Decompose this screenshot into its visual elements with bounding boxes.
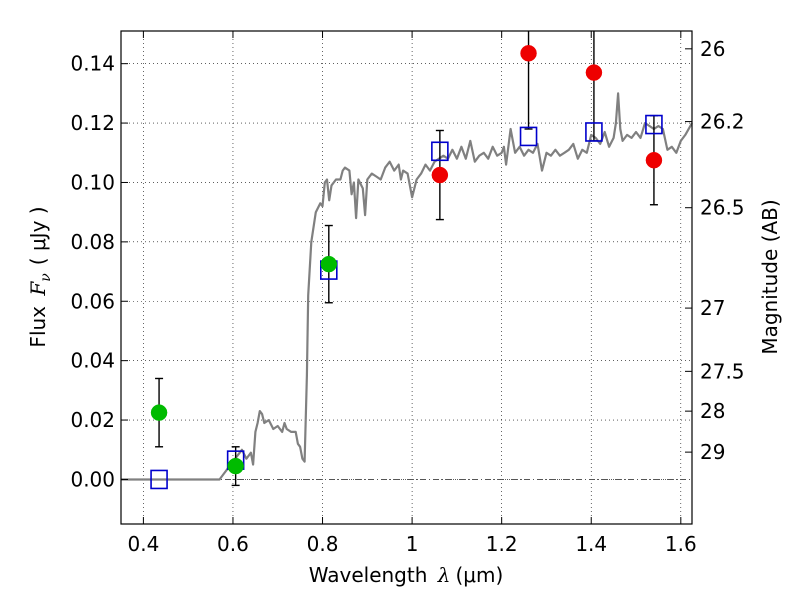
y2-tick-label: 26 bbox=[700, 37, 725, 61]
y-axis-label-subscript: ν bbox=[38, 273, 54, 282]
model-photometry-square bbox=[431, 141, 449, 162]
y-tick-label: 0.12 bbox=[70, 111, 115, 135]
x-tick-label: 0.6 bbox=[217, 532, 249, 556]
y2-tick-label: 27.5 bbox=[700, 359, 745, 383]
plot-frame bbox=[120, 30, 693, 525]
y2-tick-label: 28 bbox=[700, 399, 725, 423]
x-tick-label: 1.4 bbox=[575, 532, 607, 556]
y-tick-label: 0.08 bbox=[70, 230, 115, 254]
optical-detection-point bbox=[150, 404, 168, 421]
y2-tick-label: 27 bbox=[700, 296, 725, 320]
model-photometry-square bbox=[150, 469, 168, 490]
nearir-detection-point bbox=[585, 64, 603, 81]
y-tick-label: 0.14 bbox=[70, 52, 115, 76]
y-tick-label: 0.02 bbox=[70, 408, 115, 432]
nearir-detection-point bbox=[645, 151, 663, 169]
nearir-detection-point bbox=[431, 166, 449, 184]
y-tick-label: 0.04 bbox=[70, 349, 115, 373]
nearir-detection-point bbox=[520, 45, 537, 62]
x-tick-label: 0.4 bbox=[127, 532, 159, 556]
y-tick-label: 0.00 bbox=[70, 467, 115, 491]
axis-ticks: 0.4 0.6 0.8 1 1.2 1.4 1.6 0.00 0.02 0.04 0.06 0.08 0… bbox=[70, 31, 745, 556]
y2-tick-label: 29 bbox=[700, 440, 725, 464]
plot-area bbox=[121, 31, 693, 490]
optical-detection-point bbox=[320, 255, 338, 273]
y-axis-label-prefix: Flux bbox=[26, 300, 50, 348]
x-axis-label: Wavelength λ (μm) bbox=[309, 563, 504, 587]
y2-axis-label: Magnitude (AB) bbox=[758, 199, 782, 354]
model-photometry-square bbox=[519, 126, 538, 147]
x-tick-label: 1.2 bbox=[486, 532, 518, 556]
y-axis-label-unit: ( μJy ) bbox=[26, 206, 50, 265]
x-tick-label: 1.6 bbox=[665, 532, 697, 556]
model-photometry-square bbox=[645, 114, 663, 135]
y2-tick-label: 26.2 bbox=[700, 110, 745, 134]
x-axis-label-symbol: λ bbox=[437, 563, 451, 587]
x-axis-label-unit: (μm) bbox=[455, 563, 503, 587]
optical-detection-point bbox=[227, 457, 244, 475]
x-tick-label: 1 bbox=[406, 532, 419, 556]
y-axis-label-symbol: F bbox=[26, 281, 50, 297]
x-tick-label: 0.8 bbox=[307, 532, 339, 556]
x-axis-label-prefix: Wavelength bbox=[309, 563, 434, 587]
y-axis-label: Flux Fν ( μJy ) bbox=[26, 206, 54, 347]
y-tick-label: 0.06 bbox=[70, 289, 115, 313]
y-tick-label: 0.10 bbox=[70, 170, 115, 194]
model-photometry-square bbox=[585, 122, 603, 142]
model-spectrum-line bbox=[121, 92, 693, 481]
y2-tick-label: 26.5 bbox=[700, 196, 745, 220]
